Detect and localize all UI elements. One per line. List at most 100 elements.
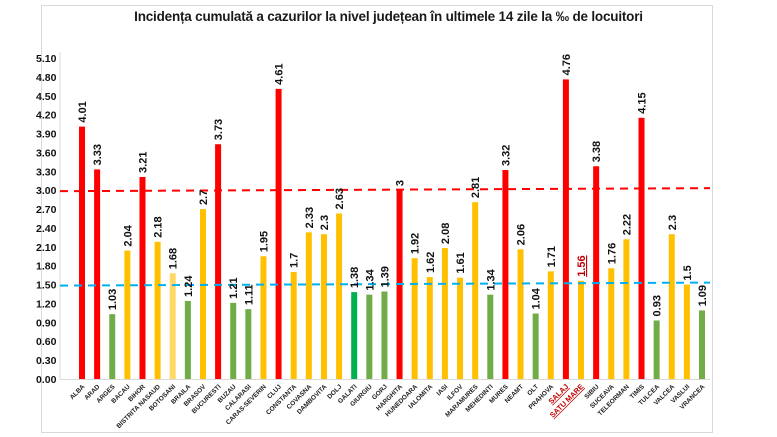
data-label: 1.76: [606, 243, 618, 264]
bar-dolj: [336, 213, 343, 379]
data-label: 1.7: [289, 253, 301, 268]
bar-arad: [94, 169, 101, 379]
data-label: 1.92: [410, 233, 422, 254]
bar-calarasi: [245, 309, 252, 379]
data-label: 2.7: [198, 190, 210, 205]
bar-sibiu: [593, 166, 600, 379]
y-tick-label: 1.20: [36, 298, 57, 310]
bar-botosani: [169, 273, 176, 379]
bar-maramures: [472, 202, 479, 379]
y-tick-label: 3.30: [36, 166, 57, 178]
y-tick-label: 4.80: [36, 72, 57, 84]
bar-giurgiu: [366, 294, 373, 379]
bar-valcea: [668, 234, 675, 379]
bar-bistrita-nasaud: [154, 241, 161, 379]
bar-timis: [638, 117, 645, 379]
data-label: 1.38: [349, 267, 361, 288]
data-label: 3.32: [500, 145, 512, 166]
y-tick-label: 0.30: [36, 355, 57, 367]
data-label: 2.18: [153, 216, 165, 237]
y-tick-label: 0.60: [36, 336, 57, 348]
bar-cluj: [275, 88, 282, 379]
bar-caras-severin: [260, 256, 267, 379]
data-label: 1.03: [107, 289, 119, 310]
bar-teleorman: [623, 239, 630, 379]
data-label: 2.33: [304, 207, 316, 228]
bar-bucuresti: [215, 144, 222, 379]
bar-satu-mare: [578, 280, 585, 379]
y-tick-label: 2.40: [36, 223, 57, 235]
bar-brasov: [199, 209, 206, 379]
bar-arges: [109, 314, 116, 379]
y-tick-label: 3.60: [36, 147, 57, 159]
y-tick-label: 4.20: [36, 110, 57, 122]
bars: [79, 79, 705, 380]
data-label: 1.04: [531, 287, 543, 309]
data-label: 1.39: [379, 266, 391, 287]
y-axis: 0.000.300.600.901.201.501.802.102.402.70…: [36, 52, 710, 386]
data-label: 0.93: [652, 295, 664, 316]
y-tick-label: 4.50: [36, 91, 57, 103]
data-label: 4.61: [274, 63, 286, 84]
y-tick-label: 1.80: [36, 261, 57, 273]
data-label: 3.38: [591, 141, 603, 162]
bar-bihor: [139, 176, 146, 379]
data-label: 2.08: [440, 223, 452, 244]
data-label: 1.21: [228, 277, 240, 298]
data-labels: 4.01 3.33 1.03 2.04 3.21 2.181.681.24 2.7 3.73 1…: [77, 54, 709, 316]
data-label: 1.71: [546, 246, 558, 267]
bar-buzau: [230, 302, 237, 379]
y-tick-label: 3.90: [36, 129, 57, 141]
bar-ilfov: [457, 277, 464, 379]
bar-tulcea: [653, 320, 660, 379]
data-label: 1.62: [425, 252, 437, 273]
data-label: 4.01: [77, 101, 89, 122]
data-label: 2.04: [122, 224, 134, 246]
data-label: 1.34: [485, 268, 497, 290]
data-label: 3.33: [92, 144, 104, 165]
data-label: 3.21: [137, 152, 149, 173]
data-label: 2.81: [470, 177, 482, 198]
data-label: 1.5: [682, 265, 694, 280]
bar-vrancea: [699, 310, 705, 379]
bar-braila: [184, 300, 191, 379]
data-label: 1.95: [258, 231, 270, 252]
bar-galati: [351, 292, 358, 379]
bar-constanta: [290, 272, 297, 379]
y-tick-label: 5.10: [36, 53, 57, 65]
data-label: 4.76: [561, 54, 573, 75]
data-label: 1.56: [576, 255, 588, 276]
data-label: 2.3: [667, 215, 679, 230]
bar-iasi: [441, 248, 448, 379]
bar-mehedinti: [487, 294, 494, 379]
bar-covasna: [305, 232, 312, 379]
bar-mures: [502, 170, 509, 379]
bar-olt: [532, 313, 539, 379]
bar-vaslui: [683, 284, 690, 379]
data-label: 1.11: [243, 284, 255, 305]
data-label: 1.09: [697, 285, 709, 306]
bar-suceava: [608, 268, 615, 379]
bar-prahova: [547, 271, 554, 379]
reference-line-1-5: [59, 281, 711, 287]
data-label: 1.24: [183, 275, 195, 297]
data-label: 2.3: [319, 215, 331, 230]
data-label: 1.34: [364, 268, 376, 290]
y-tick-label: 0.00: [36, 374, 57, 386]
data-label: 3: [395, 180, 407, 186]
reference-line-3: [59, 187, 711, 193]
data-label: 2.22: [621, 214, 633, 235]
reference-lines: [59, 187, 711, 287]
data-label: 4.15: [637, 92, 649, 113]
y-tick-label: 2.70: [36, 204, 57, 216]
chart-title: Incidența cumulată a cazurilor la nivel …: [134, 9, 643, 24]
bar-gorj: [381, 291, 388, 379]
bar-neamt: [517, 249, 524, 379]
bar-alba: [79, 126, 85, 379]
bar-salaj: [562, 79, 569, 380]
bar-hunedoara: [411, 258, 418, 379]
y-tick-label: 2.10: [36, 242, 57, 254]
chart-frame: [41, 5, 713, 433]
